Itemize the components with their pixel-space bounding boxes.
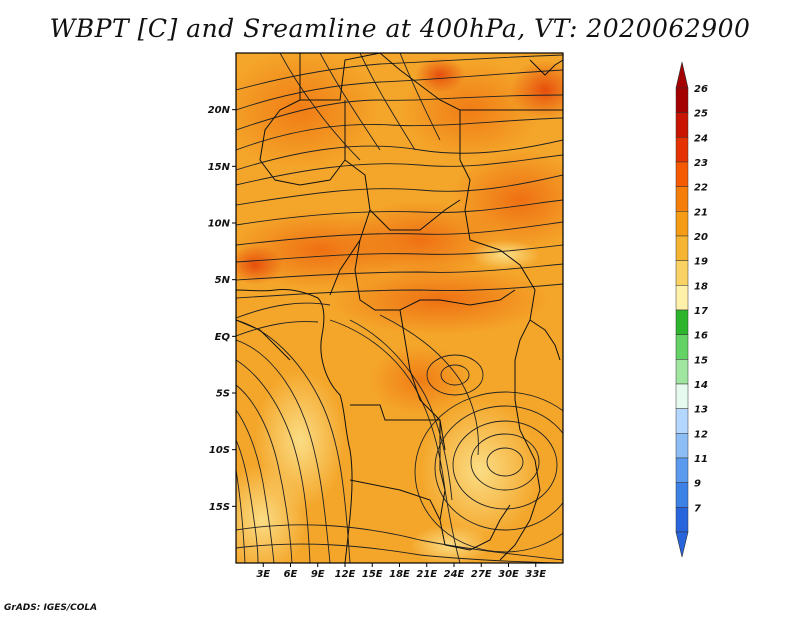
lon-tick-label: 6E <box>284 569 298 580</box>
lon-tick-label: 9E <box>311 569 325 580</box>
lon-tick-label: 3E <box>256 569 270 580</box>
colorbar-swatch <box>675 235 689 261</box>
colorbar-swatch <box>675 211 689 237</box>
colorbar-swatch <box>675 161 689 187</box>
colorbar-swatch <box>675 87 689 113</box>
lat-tick-label: 15S <box>209 502 230 513</box>
colorbar-label: 22 <box>694 183 708 194</box>
colorbar-swatch <box>675 186 689 212</box>
colorbar-swatch <box>675 383 689 409</box>
colorbar-label: 20 <box>694 232 708 243</box>
colorbar-label: 11 <box>694 454 708 465</box>
colorbar-label: 18 <box>694 281 708 292</box>
temperature-shading <box>236 53 563 563</box>
lat-tick-label: 15N <box>208 162 231 173</box>
colorbar-label: 13 <box>694 405 708 416</box>
lat-tick-label: EQ <box>215 332 231 343</box>
colorbar-label: 12 <box>694 429 708 440</box>
colorbar-label: 15 <box>694 355 708 366</box>
lon-tick-label: 12E <box>335 569 356 580</box>
colorbar-label: 16 <box>694 331 708 342</box>
colorbar-label: 14 <box>694 380 708 391</box>
lat-tick-label: 5S <box>216 389 230 400</box>
map-title: WBPT [C] and Sreamline at 400hPa, VT: 20… <box>49 14 751 43</box>
footer-credit: GrADS: IGES/COLA <box>4 603 98 613</box>
colorbar-swatch <box>675 408 689 434</box>
lon-tick-label: 24E <box>444 569 465 580</box>
colorbar-label: 24 <box>694 133 708 144</box>
colorbar-swatch <box>675 457 689 483</box>
colorbar-bottom-arrow <box>675 531 689 558</box>
lat-tick-label: 5N <box>215 275 231 286</box>
lon-tick-label: 18E <box>389 569 410 580</box>
colorbar-swatch <box>675 285 689 311</box>
colorbar-swatch <box>675 482 689 508</box>
colorbar-label: 19 <box>694 257 708 268</box>
colorbar-swatch <box>675 112 689 138</box>
country-borders <box>236 53 563 563</box>
colorbar-label: 23 <box>694 158 708 169</box>
colorbar: 26 25 24 23 22 21 20 19 18 17 16 15 14 13 12 11 9 7 <box>675 61 708 558</box>
colorbar-swatch <box>675 309 689 335</box>
colorbar-swatch <box>675 137 689 163</box>
streamlines <box>236 53 563 563</box>
colorbar-label: 9 <box>694 479 701 490</box>
colorbar-label: 25 <box>694 109 708 120</box>
colorbar-label: 21 <box>694 207 708 218</box>
lon-tick-label: 33E <box>525 569 546 580</box>
colorbar-swatch <box>675 359 689 385</box>
lon-tick-label: 21E <box>416 569 437 580</box>
lat-tick-label: 10N <box>208 219 231 230</box>
colorbar-top-arrow <box>675 61 689 89</box>
lon-tick-label: 15E <box>362 569 383 580</box>
latitude-axis: 20N 15N 10N 5N EQ 5S 10S 15S <box>208 105 236 513</box>
colorbar-label: 7 <box>694 503 701 514</box>
colorbar-swatch <box>675 507 689 533</box>
lon-tick-label: 30E <box>498 569 519 580</box>
lat-tick-label: 20N <box>208 105 231 116</box>
colorbar-swatch <box>675 334 689 360</box>
colorbar-label: 17 <box>694 306 708 317</box>
colorbar-swatch <box>675 260 689 286</box>
longitude-axis: 3E 6E 9E 12E 15E 18E 21E 24E 27E 30E 33E <box>256 563 546 580</box>
colorbar-swatch <box>675 433 689 459</box>
lon-tick-label: 27E <box>471 569 492 580</box>
colorbar-label: 26 <box>694 84 708 95</box>
lat-tick-label: 10S <box>209 445 230 456</box>
